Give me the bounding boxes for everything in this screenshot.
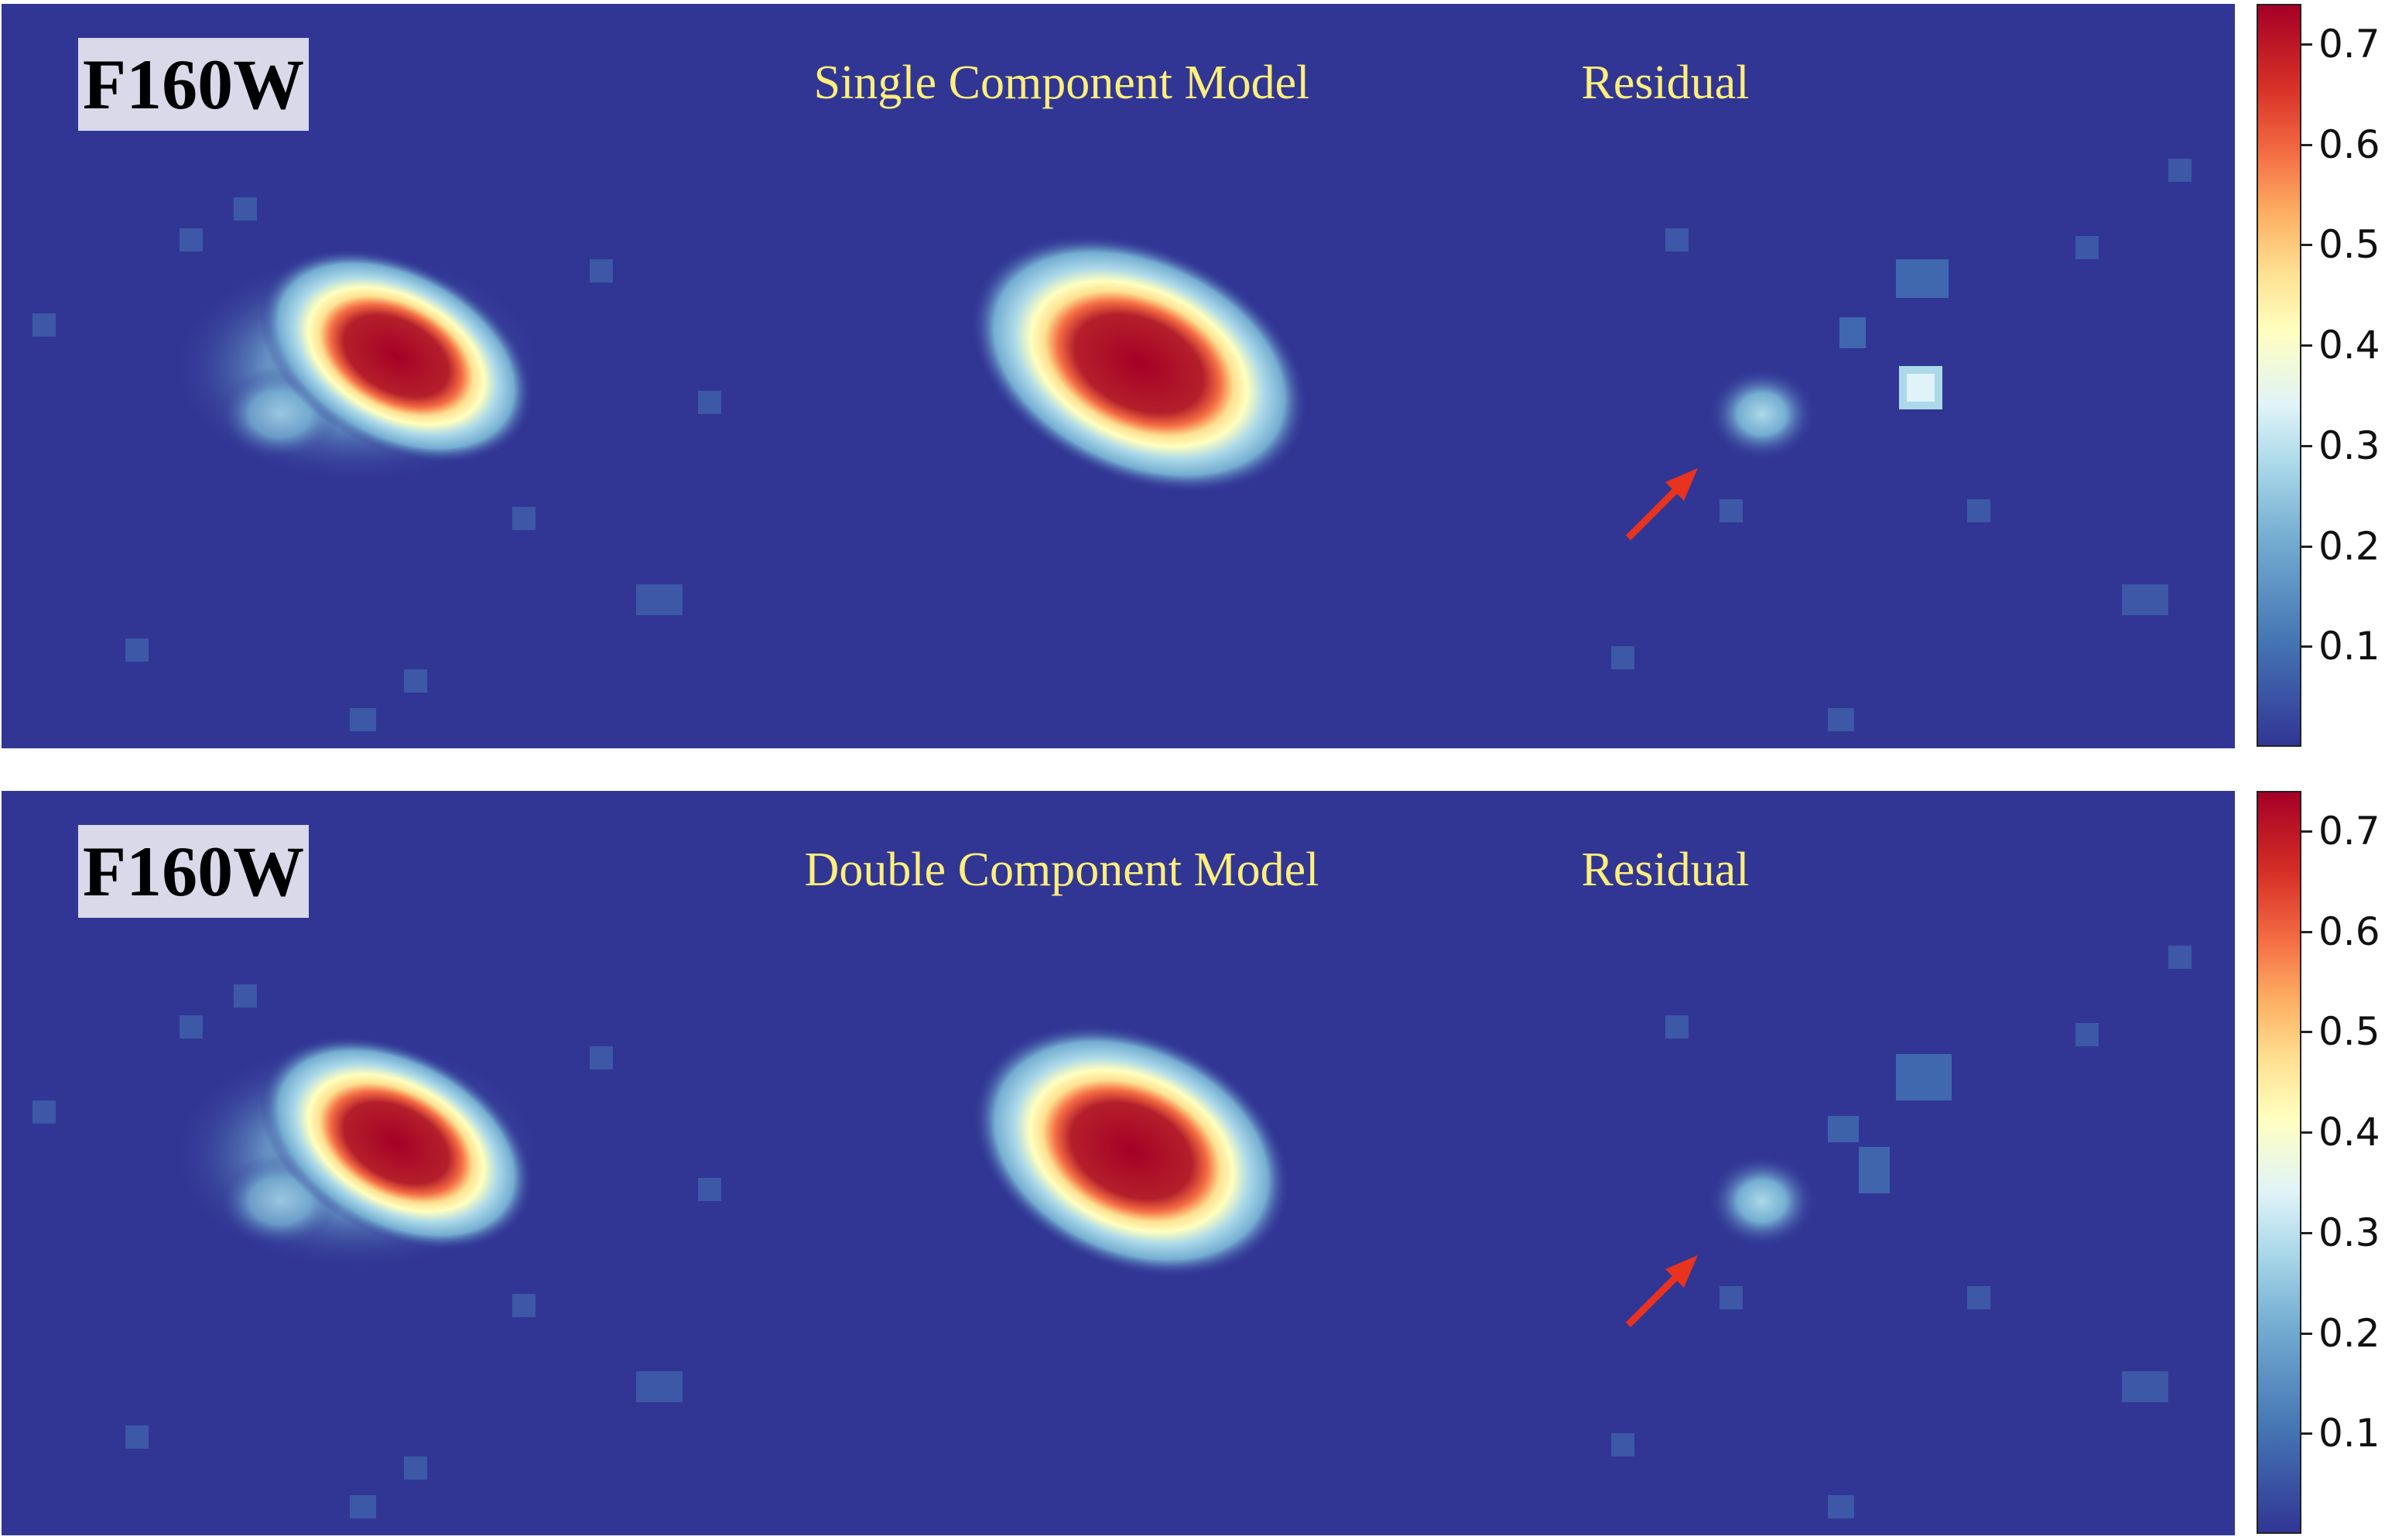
tick-mark xyxy=(2301,645,2312,649)
tick-label: 0.6 xyxy=(2318,121,2380,167)
tick-mark xyxy=(2301,545,2312,548)
annotation-arrow xyxy=(1625,468,1698,541)
tick-label: 0.3 xyxy=(2318,1210,2380,1255)
residual-sources xyxy=(1708,1054,1952,1247)
tick-mark xyxy=(2301,143,2312,146)
tick-label: 0.5 xyxy=(2318,222,2380,268)
noise-pixels xyxy=(33,946,2192,1518)
tick-label: 0.2 xyxy=(2318,523,2380,569)
image-field-single xyxy=(33,159,2192,731)
tick-mark xyxy=(2301,244,2312,247)
filter-label: F160W xyxy=(78,38,309,131)
tick-mark xyxy=(2301,1131,2312,1134)
model-title: Single Component Model xyxy=(813,56,1310,109)
tick-label: 0.4 xyxy=(2318,1110,2380,1155)
tick-mark xyxy=(2301,1432,2312,1436)
tick-mark xyxy=(2301,444,2312,447)
tick-label: 0.1 xyxy=(2318,624,2380,669)
tick-label: 0.5 xyxy=(2318,1009,2380,1055)
tick-mark xyxy=(2301,1332,2312,1335)
annotation-arrow xyxy=(1625,1255,1698,1328)
model-galaxy xyxy=(973,1024,1290,1278)
image-panel-double: F160W Double Component Model Residual xyxy=(2,791,2235,1535)
tick-mark xyxy=(2301,344,2312,347)
residual-title: Residual xyxy=(1581,844,1750,896)
tick-mark xyxy=(2301,1231,2312,1234)
tick-label: 0.1 xyxy=(2318,1411,2380,1456)
filter-label: F160W xyxy=(78,825,309,918)
tick-mark xyxy=(2301,43,2312,46)
residual-sources xyxy=(1708,259,1949,460)
tick-mark xyxy=(2301,1031,2312,1034)
tick-label: 0.4 xyxy=(2318,323,2380,368)
image-field-double xyxy=(33,946,2192,1518)
tick-label: 0.7 xyxy=(2318,808,2380,854)
tick-mark xyxy=(2301,930,2312,933)
observed-galaxy xyxy=(172,248,543,484)
colorbar xyxy=(2257,791,2301,1534)
model-title: Double Component Model xyxy=(804,844,1319,896)
image-panel-single: F160W Single Component Model Residual xyxy=(2,4,2235,748)
noise-pixels xyxy=(33,159,2192,731)
tick-label: 0.7 xyxy=(2318,21,2380,67)
colorbar xyxy=(2257,4,2301,747)
model-galaxy xyxy=(970,234,1308,494)
tick-label: 0.3 xyxy=(2318,423,2380,468)
observed-galaxy xyxy=(172,1035,543,1271)
tick-label: 0.2 xyxy=(2318,1310,2380,1356)
residual-title: Residual xyxy=(1581,56,1750,109)
tick-mark xyxy=(2301,830,2312,833)
tick-label: 0.6 xyxy=(2318,909,2380,954)
